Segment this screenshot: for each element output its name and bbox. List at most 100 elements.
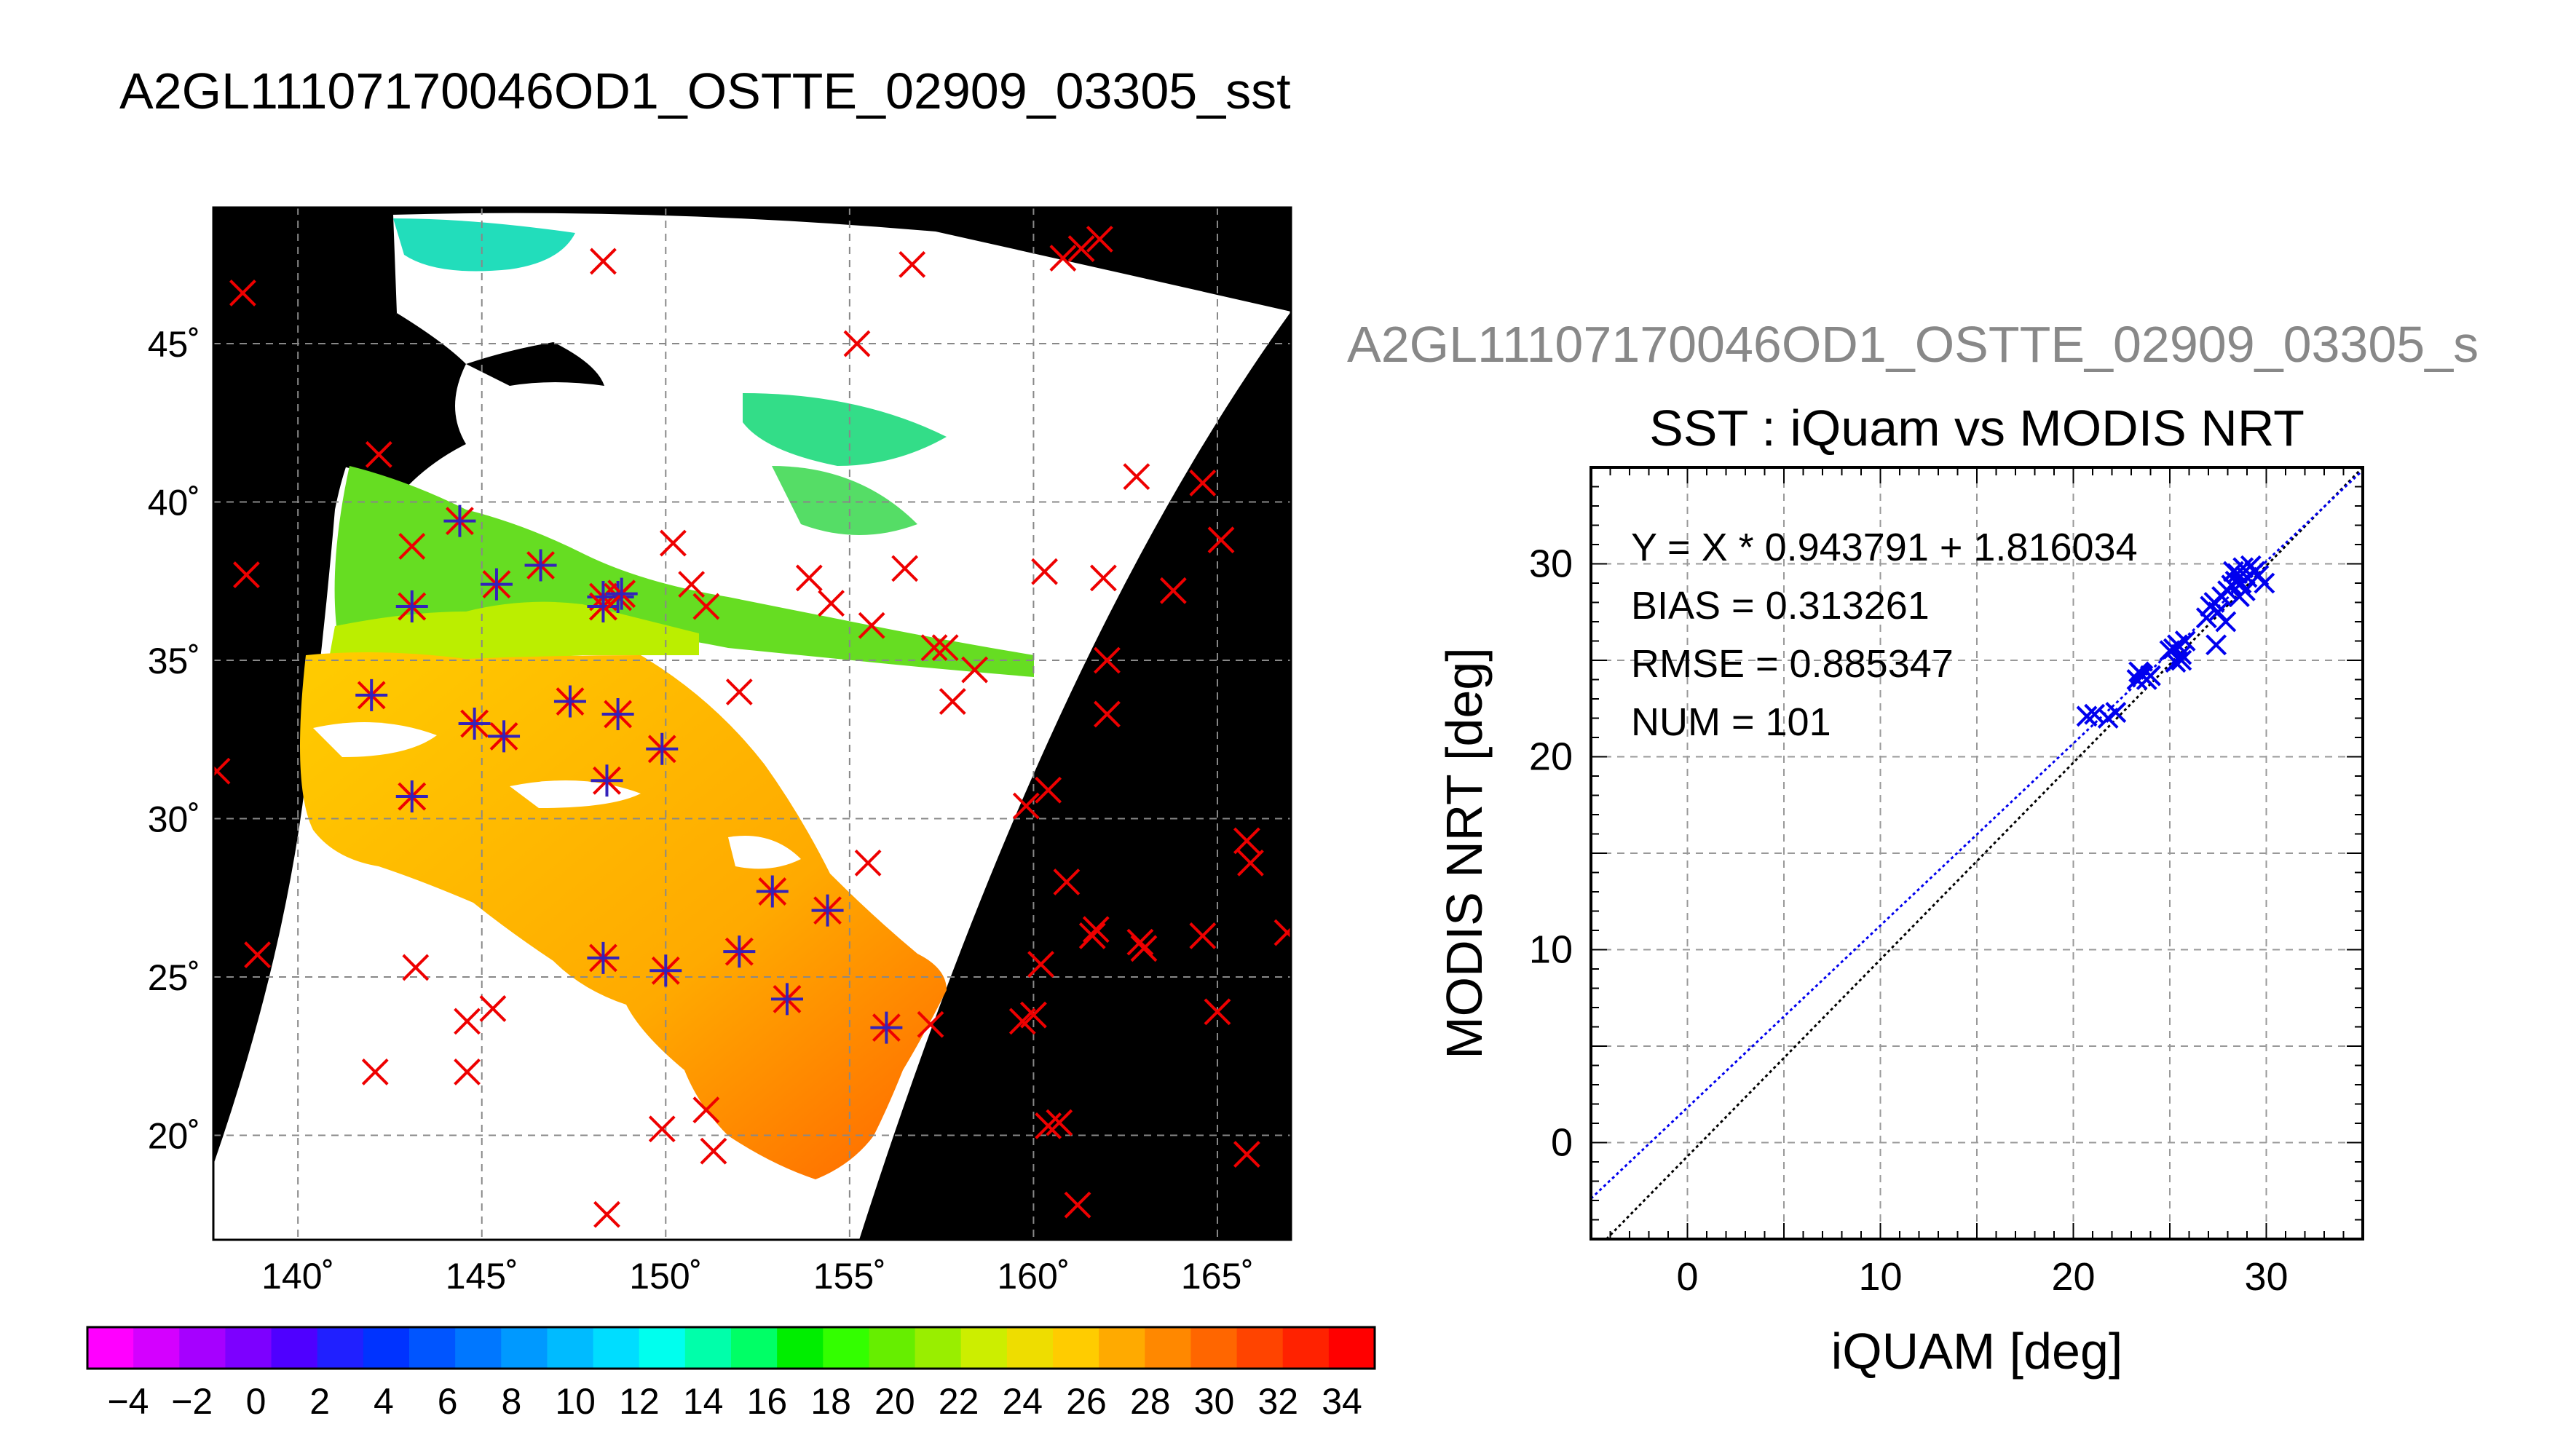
iquam-marker-stroke: [402, 954, 430, 981]
scatter-point: [2215, 611, 2237, 633]
iquam-marker: [1046, 1109, 1073, 1136]
iquam-marker-stroke: [725, 678, 753, 705]
north-sst-patch: [393, 218, 575, 272]
iquam-marker-stroke: [854, 849, 882, 877]
subtropical-sst-region: [300, 652, 947, 1179]
iquam-marker-stroke: [213, 757, 231, 778]
iquam-marker-stroke: [920, 634, 948, 662]
iquam-marker: [891, 555, 919, 582]
iquam-marker-stroke: [1094, 700, 1121, 728]
iquam-marker-stroke: [843, 330, 871, 357]
iquam-marker-stroke: [1207, 526, 1235, 554]
lat-tick-label: 35˚: [148, 641, 200, 681]
iquam-marker: [233, 561, 260, 588]
matched-marker: [553, 685, 586, 718]
iquam-marker-stroke: [795, 564, 823, 592]
colorbar-cell: [1328, 1327, 1375, 1369]
iquam-marker: [213, 757, 231, 785]
iquam-marker-stroke: [1067, 235, 1095, 262]
colorbar-label: 0: [246, 1381, 266, 1422]
cloud-patch-c: [728, 836, 801, 869]
lon-tick-label: 155˚: [813, 1256, 886, 1297]
kuril-coast: [466, 342, 604, 386]
iquam-marker: [1031, 558, 1058, 585]
matched-marker: [811, 894, 844, 927]
iquam-marker-stroke: [1130, 935, 1158, 962]
scatter-point: [2174, 630, 2196, 652]
iquam-marker: [1012, 792, 1040, 820]
iquam-marker-stroke: [961, 656, 989, 684]
colorbar-cell: [915, 1327, 962, 1369]
scatter-point-stroke: [2215, 611, 2237, 633]
iquam-marker: [398, 533, 426, 560]
iquam-marker-stroke: [361, 1059, 389, 1085]
iquam-marker-stroke: [648, 1115, 676, 1143]
iquam-marker-stroke: [692, 1096, 720, 1124]
colorbar-cell: [869, 1327, 916, 1369]
iquam-marker: [1159, 577, 1187, 604]
iquam-marker: [1053, 869, 1081, 895]
scatter-points: [2076, 555, 2275, 729]
matched-marker: [587, 941, 620, 974]
scatter-x-tick-label: 0: [1676, 1255, 1698, 1299]
matched-marker: [355, 678, 388, 711]
colorbar-cell: [1282, 1327, 1330, 1369]
iquam-marker-stroke: [1237, 849, 1264, 877]
scatter-stat-line: RMSE = 0.885347: [1631, 642, 1954, 686]
iquam-marker-stroke: [479, 995, 507, 1022]
scatter-point: [2140, 665, 2161, 687]
colorbar-cell: [87, 1327, 134, 1369]
iquam-marker: [843, 330, 871, 357]
iquam-marker-stroke: [398, 533, 426, 560]
iquam-marker-stroke: [233, 561, 260, 588]
colorbar-cell: [179, 1327, 226, 1369]
scatter-grid: [1591, 467, 2363, 1239]
colorbar-cells: [87, 1327, 1375, 1369]
colorbar-cell: [225, 1327, 272, 1369]
iquam-marker: [1189, 922, 1217, 949]
matched-marker: [601, 697, 634, 730]
iquam-marker: [1094, 646, 1121, 674]
colorbar-frame: [86, 1326, 1376, 1370]
colorbar-label: −4: [107, 1381, 149, 1422]
scatter-y-tick-label: 10: [1529, 928, 1573, 972]
matched-marker: [395, 780, 428, 813]
scatter-point-stroke: [2171, 649, 2192, 671]
iquam-marker-stroke: [692, 593, 720, 620]
colorbar-label: −2: [171, 1381, 213, 1422]
iquam-marker: [229, 280, 256, 306]
scatter-point: [2076, 705, 2098, 727]
iquam-marker-stroke: [1123, 463, 1150, 491]
lat-tick-label: 45˚: [148, 324, 200, 365]
iquam-marker-stroke: [939, 688, 966, 715]
scatter-point-stroke: [2165, 652, 2187, 673]
iquam-marker: [365, 440, 392, 468]
colorbar-cell: [1053, 1327, 1099, 1369]
iquam-marker: [1049, 245, 1077, 272]
matched-marker: [723, 935, 756, 968]
iquam-marker-stroke: [1189, 470, 1217, 496]
iquam-marker-stroke: [891, 555, 919, 582]
yellow-green-band: [328, 601, 699, 666]
scatter-x-tick-label: 30: [2244, 1255, 2288, 1299]
scatter-point-stroke: [2076, 705, 2098, 727]
iquam-marker-stroke: [1189, 922, 1217, 949]
map-graticule: [213, 207, 1291, 1240]
matched-marker: [488, 720, 521, 753]
scatter-y-axis-label: MODIS NRT [deg]: [1436, 647, 1493, 1059]
scatter-x-tick-labels: 0 10 20 30: [1676, 1255, 2288, 1299]
matched-marker: [458, 708, 491, 740]
iquam-marker: [1130, 935, 1158, 962]
iquam-marker: [939, 688, 966, 715]
colorbar-cell: [317, 1327, 364, 1369]
iquam-marker: [725, 678, 753, 705]
iquam-marker: [1204, 998, 1231, 1026]
lat-tick-label: 30˚: [148, 799, 200, 839]
scatter-stats: Y = X * 0.943791 + 1.816034 BIAS = 0.3132…: [1631, 526, 2138, 744]
iquam-marker: [678, 571, 706, 598]
colorbar-label: 30: [1194, 1381, 1235, 1422]
iquam-marker-stroke: [244, 941, 272, 968]
iquam-marker: [1233, 827, 1260, 855]
lon-tick-label: 150˚: [629, 1256, 702, 1297]
iquam-marker-stroke: [931, 634, 959, 662]
